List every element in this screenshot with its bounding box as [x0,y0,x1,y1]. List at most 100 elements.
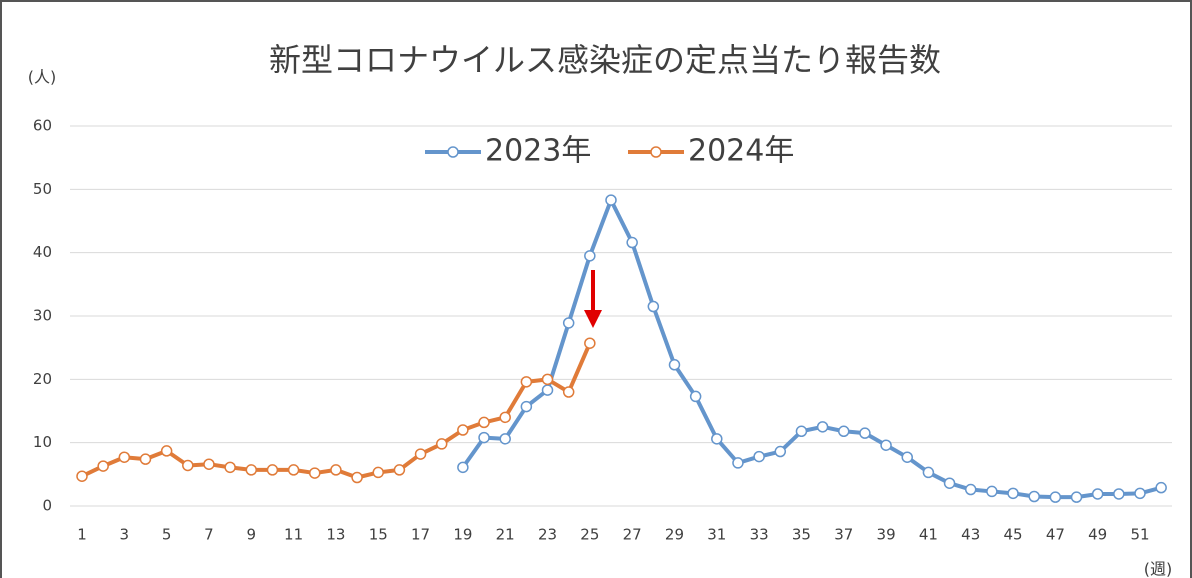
data-point [309,467,321,479]
data-point [393,464,406,476]
y-tick-label: 50 [33,180,52,198]
y-axis-label: (人) [28,68,57,87]
data-point [584,337,596,349]
data-point [541,384,554,396]
data-point [964,483,977,496]
data-point [541,373,554,386]
data-point [1028,490,1040,503]
y-tick-label: 60 [33,117,52,135]
data-point [838,425,850,438]
x-tick-label: 21 [496,526,515,544]
data-point [562,317,575,329]
x-tick-label: 47 [1046,526,1065,544]
x-tick-label: 19 [453,526,472,544]
data-point [943,477,956,489]
data-point [816,421,829,433]
data-point [499,433,511,445]
data-point [1007,487,1019,500]
data-point [330,464,342,476]
data-point [76,470,88,482]
x-tick-label: 39 [877,526,896,544]
data-point [795,425,808,438]
x-tick-label: 35 [792,526,811,544]
data-point [478,416,490,429]
x-tick-label: 3 [120,526,130,544]
data-point [986,485,998,498]
chart-title: 新型コロナウイルス感染症の定点当たり報告数 [269,41,941,79]
data-point [732,457,744,469]
data-point [414,448,427,460]
data-point [647,300,660,313]
legend-label: 2023年 [485,134,591,169]
x-axis-label: (週) [1144,560,1173,578]
x-tick-label: 29 [665,526,684,544]
data-point [139,453,152,465]
x-tick-label: 33 [750,526,769,544]
data-point [520,376,533,388]
x-tick-label: 15 [369,526,388,544]
data-point [287,464,300,476]
legend-label: 2024年 [688,134,794,169]
data-point [478,431,490,444]
legend-marker [447,146,459,158]
data-point [880,439,892,451]
data-point [859,427,871,439]
data-point [605,194,617,206]
x-tick-label: 49 [1088,526,1107,544]
data-point [689,390,702,403]
data-point [182,459,194,472]
x-tick-label: 5 [162,526,172,544]
data-point [245,464,258,476]
x-tick-label: 17 [411,526,430,544]
x-tick-label: 51 [1130,526,1149,544]
y-tick-label: 30 [33,307,52,325]
data-point [457,424,469,436]
x-tick-label: 9 [247,526,257,544]
data-point [499,411,511,424]
x-tick-label: 45 [1003,526,1022,544]
x-tick-label: 7 [204,526,214,544]
data-point [626,236,638,249]
annotation-arrow-head [584,310,602,328]
y-tick-label: 10 [33,433,52,451]
x-tick-label: 23 [538,526,557,544]
data-point [160,445,173,457]
data-point [1134,487,1146,500]
data-point [97,460,109,472]
x-tick-label: 37 [834,526,853,544]
x-tick-label: 1 [77,526,87,544]
data-point [1155,481,1167,494]
x-tick-label: 13 [326,526,345,544]
data-point [372,466,384,479]
data-point [435,438,448,450]
y-tick-label: 20 [33,370,52,388]
x-tick-label: 11 [284,526,303,544]
data-point [711,433,723,445]
data-point [562,386,575,398]
data-point [774,445,787,458]
data-point [1091,488,1104,500]
data-point [1049,491,1062,503]
y-tick-label: 40 [33,243,52,261]
plot [76,194,1167,503]
data-point [1113,488,1125,500]
data-point [901,451,913,463]
data-point [584,250,596,262]
data-point [922,466,935,479]
data-point [118,451,131,463]
legend-marker [650,146,662,158]
series-line [81,342,592,480]
x-tick-label: 27 [623,526,642,544]
legend: 2023年 2024年 [425,134,794,169]
data-point [520,400,533,413]
x-tick-label: 41 [919,526,938,544]
data-point [668,359,681,371]
x-tick-label: 25 [580,526,599,544]
data-point [224,461,236,474]
data-point [753,450,765,463]
data-point [351,471,363,484]
data-point [457,461,469,474]
data-point [203,458,215,470]
